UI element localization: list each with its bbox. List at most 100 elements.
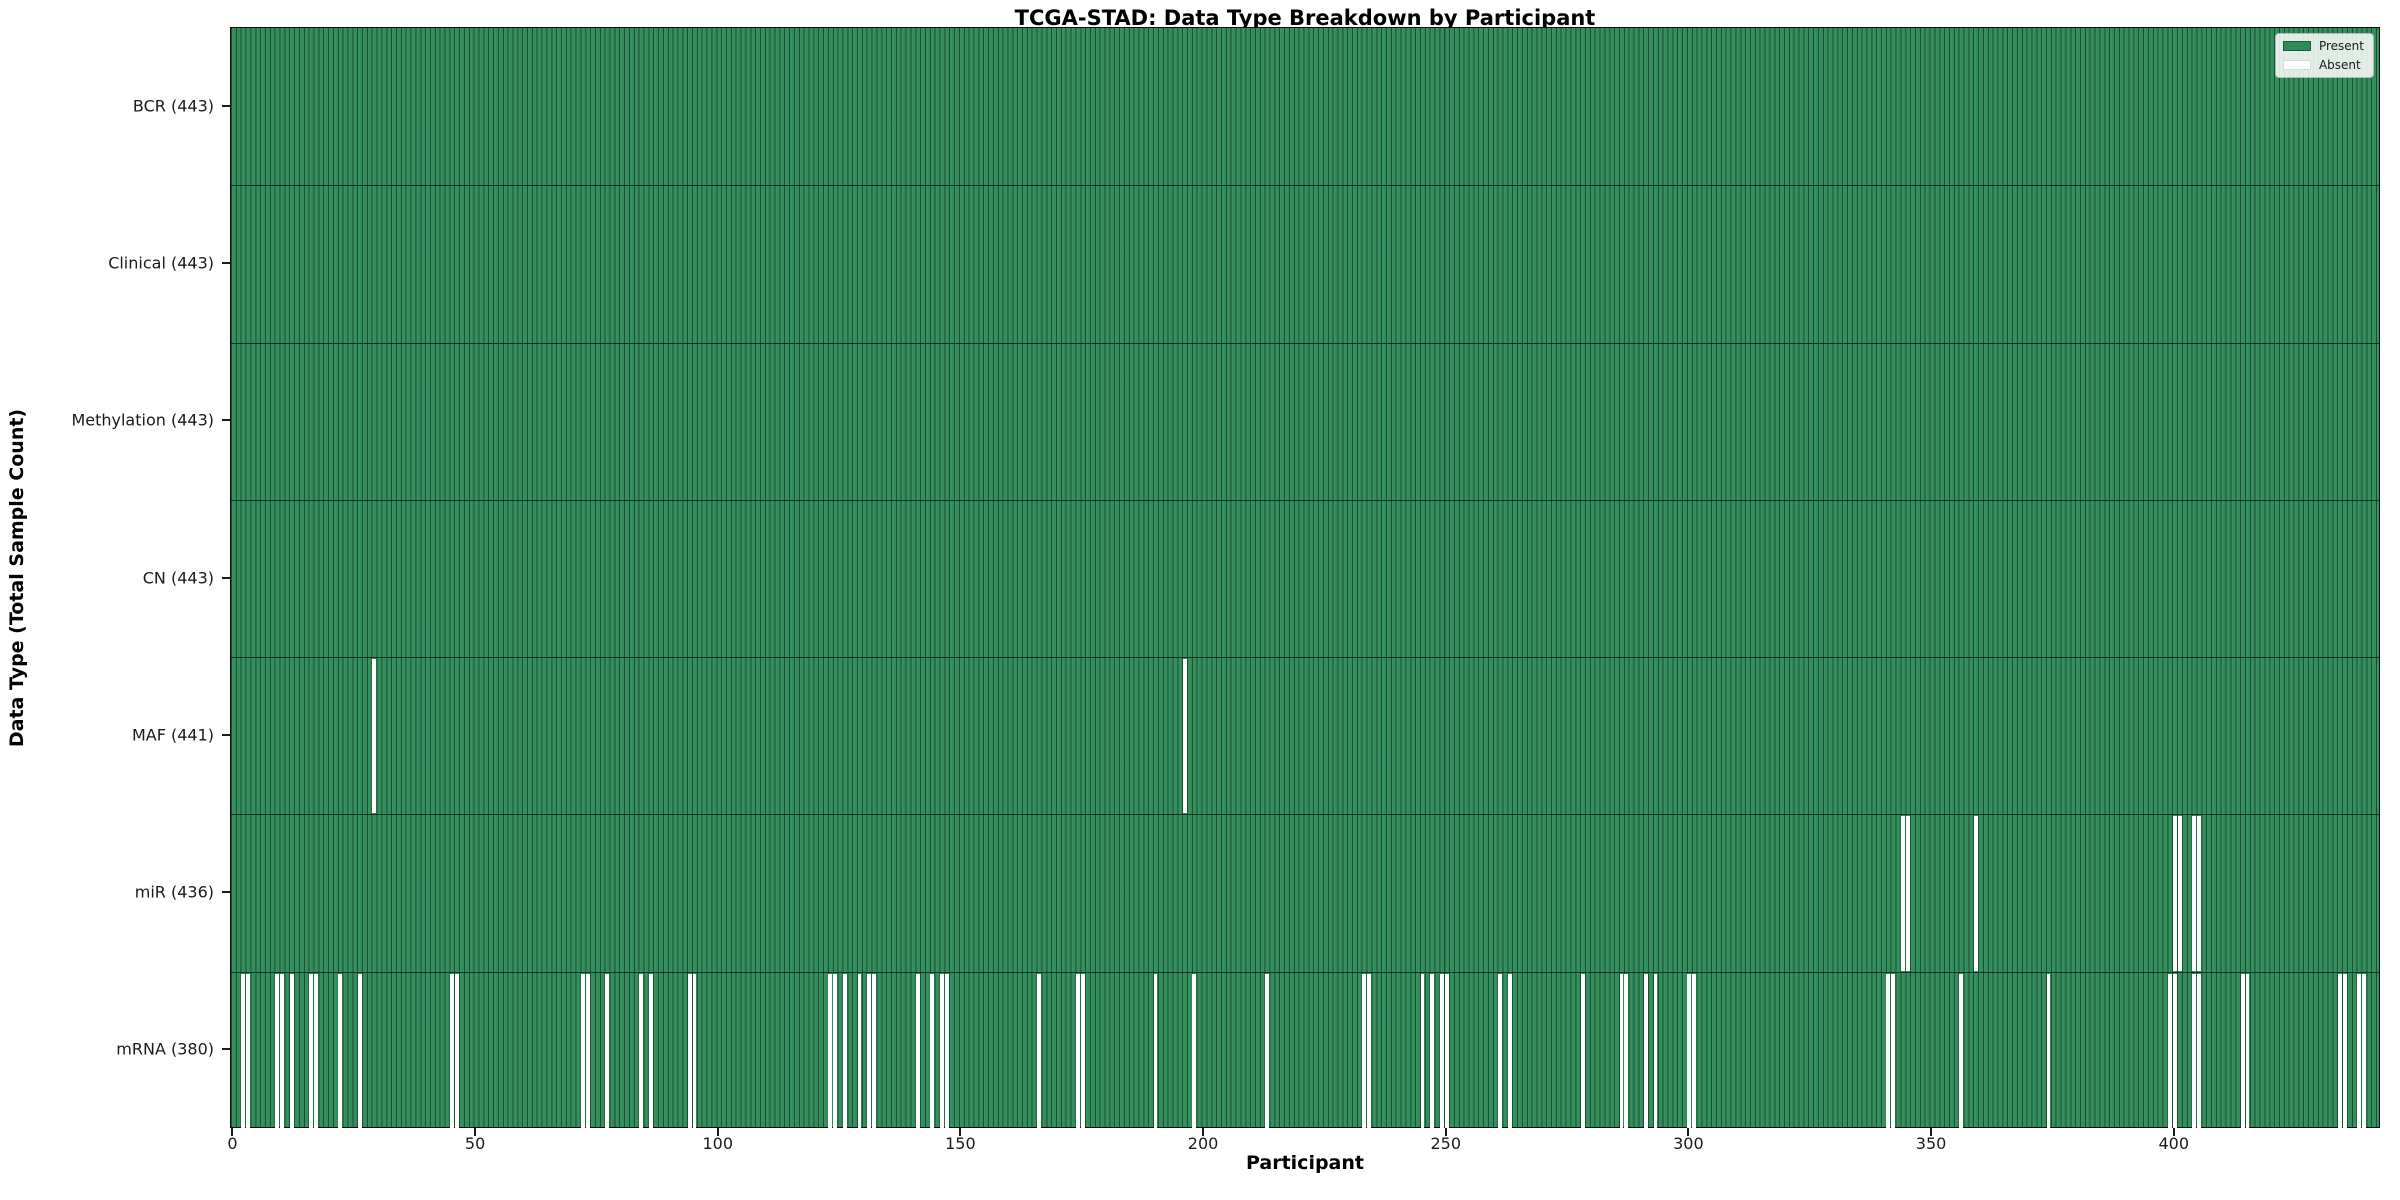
- absent-bar: [1973, 816, 1978, 971]
- absent-bar: [314, 973, 318, 1128]
- absent-bar: [1959, 973, 1964, 1128]
- x-tick-mark: [716, 1128, 719, 1136]
- absent-bar: [605, 973, 610, 1128]
- x-tick-label-0: 0: [227, 1134, 238, 1153]
- x-tick-label-200: 200: [1187, 1134, 1219, 1153]
- absent-bar: [241, 973, 246, 1128]
- absent-bar: [309, 973, 313, 1128]
- absent-bar: [1430, 973, 1435, 1128]
- legend-item-absent: Absent: [2282, 58, 2364, 72]
- absent-bar: [1886, 973, 1891, 1128]
- x-tick-mark: [474, 1128, 477, 1136]
- y-tick-label-BCR: BCR (443): [132, 96, 214, 116]
- heatmap-row-MAF: [231, 657, 2379, 814]
- chart-title: TCGA-STAD: Data Type Breakdown by Partic…: [1014, 6, 1596, 30]
- absent-bar: [1153, 973, 1158, 1128]
- legend-swatch-present: [2282, 41, 2311, 51]
- absent-bar: [1653, 973, 1658, 1128]
- absent-bar: [275, 973, 280, 1128]
- absent-bar: [687, 973, 692, 1128]
- heatmap-plot-area: [230, 27, 2380, 1128]
- y-tick-label-MAF: MAF (441): [131, 725, 214, 745]
- x-tick-label-50: 50: [464, 1134, 486, 1153]
- heatmap-row-BCR: [231, 28, 2379, 185]
- y-tick-mark: [222, 576, 230, 579]
- y-tick-label-CN: CN (443): [142, 568, 214, 587]
- absent-bar: [2240, 973, 2245, 1128]
- legend: Present Absent: [2274, 33, 2374, 78]
- absent-bar: [2342, 973, 2347, 1128]
- y-tick-label-miR: miR (436): [134, 882, 214, 902]
- absent-bar: [1420, 973, 1425, 1128]
- y-tick-mark: [222, 104, 230, 107]
- absent-bar: [930, 973, 935, 1128]
- absent-bar: [2192, 816, 2197, 971]
- absent-bar: [1643, 973, 1648, 1128]
- absent-bar: [585, 973, 590, 1128]
- absent-bar: [1075, 973, 1080, 1128]
- absent-bar: [2167, 973, 2172, 1128]
- legend-label: Absent: [2318, 58, 2361, 72]
- absent-bar: [2046, 973, 2051, 1128]
- absent-bar: [940, 973, 944, 1128]
- absent-bar: [944, 973, 949, 1128]
- x-tick-mark: [1930, 1128, 1933, 1136]
- absent-bar: [1439, 973, 1444, 1128]
- absent-bar: [1507, 973, 1512, 1128]
- absent-bar: [1687, 973, 1692, 1128]
- absent-bar: [289, 973, 294, 1128]
- absent-bar: [1905, 816, 1910, 971]
- y-tick-mark: [222, 733, 230, 736]
- heatmap-row-Methylation: [231, 342, 2379, 500]
- x-tick-label-150: 150: [945, 1134, 976, 1153]
- x-tick-label-250: 250: [1430, 1134, 1461, 1153]
- y-tick-mark: [222, 419, 230, 422]
- x-tick-mark: [959, 1128, 962, 1136]
- y-tick-mark: [222, 261, 230, 264]
- absent-bar: [280, 973, 284, 1128]
- absent-bar: [1891, 973, 1896, 1128]
- absent-bar: [692, 973, 697, 1128]
- absent-bar: [2177, 816, 2182, 971]
- absent-bar: [246, 973, 250, 1128]
- absent-bar: [2245, 973, 2250, 1128]
- heatmap-row-CN: [231, 499, 2379, 657]
- absent-bar: [2172, 816, 2177, 971]
- y-tick-label-mRNA: mRNA (380): [116, 1039, 214, 1059]
- y-tick-mark: [222, 891, 230, 894]
- absent-bar: [2337, 973, 2342, 1128]
- x-tick-label-350: 350: [1915, 1134, 1947, 1153]
- absent-bar: [2172, 973, 2177, 1128]
- absent-bar: [1367, 973, 1371, 1128]
- absent-bar: [2357, 973, 2362, 1128]
- absent-bar: [2362, 973, 2366, 1128]
- absent-bar: [1037, 973, 1041, 1128]
- absent-bar: [2197, 973, 2201, 1128]
- absent-bar: [338, 973, 343, 1128]
- absent-bar: [2197, 816, 2201, 971]
- x-tick-label-100: 100: [702, 1134, 734, 1153]
- x-tick-label-400: 400: [2158, 1134, 2189, 1153]
- legend-label: Present: [2318, 39, 2364, 53]
- absent-bar: [872, 973, 876, 1128]
- absent-bar: [1192, 973, 1197, 1128]
- absent-bar: [857, 973, 862, 1128]
- x-tick-mark: [2172, 1128, 2175, 1136]
- absent-bar: [1182, 659, 1187, 814]
- absent-bar: [1580, 973, 1585, 1128]
- x-tick-mark: [1444, 1128, 1447, 1136]
- heatmap-row-mRNA: [231, 971, 2379, 1129]
- absent-bar: [454, 973, 459, 1128]
- absent-bar: [843, 973, 847, 1128]
- y-tick-label-Methylation: Methylation (443): [71, 410, 214, 430]
- x-tick-mark: [1202, 1128, 1205, 1136]
- x-tick-mark: [231, 1128, 234, 1136]
- x-axis-label: Participant: [1245, 1152, 1364, 1174]
- x-tick-mark: [1687, 1128, 1690, 1136]
- absent-bar: [915, 973, 920, 1128]
- absent-bar: [828, 973, 833, 1128]
- y-tick-mark: [222, 1048, 230, 1051]
- absent-bar: [648, 973, 653, 1128]
- heatmap-row-Clinical: [231, 185, 2379, 342]
